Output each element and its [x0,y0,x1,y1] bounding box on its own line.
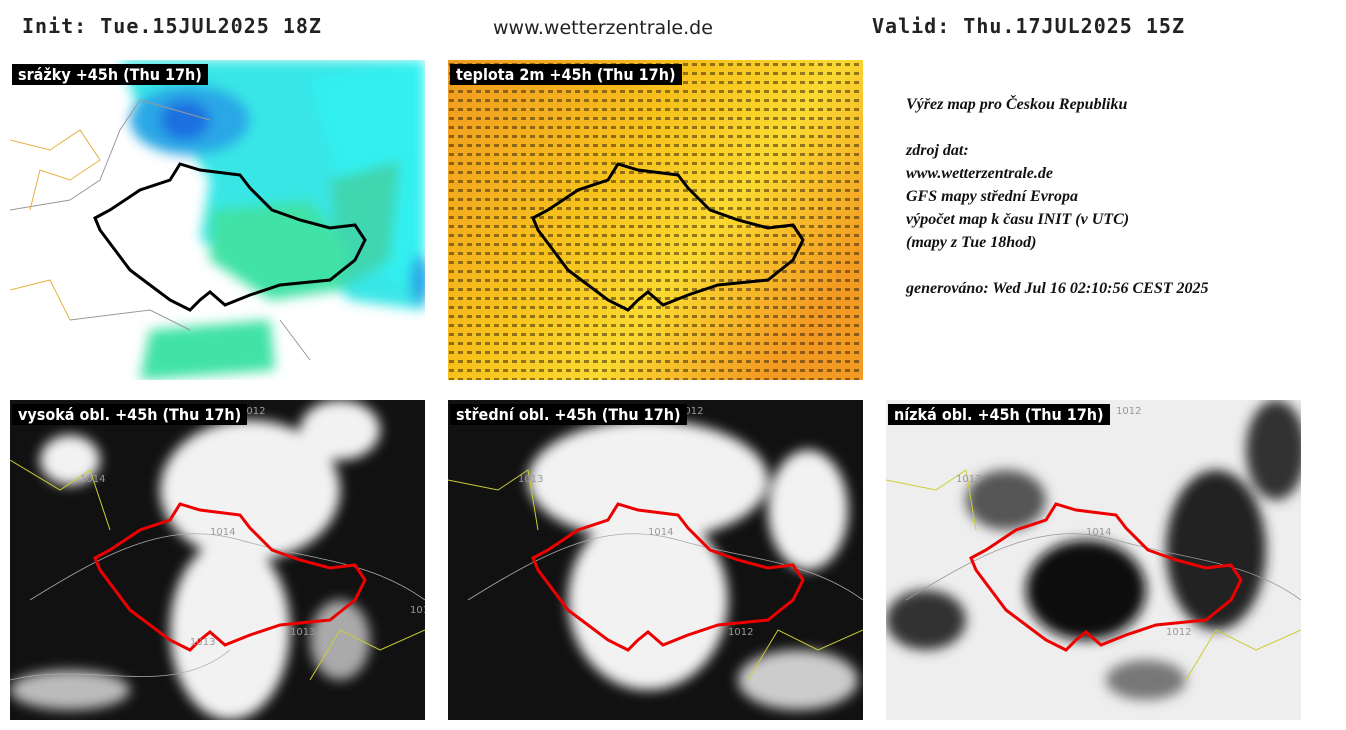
isobar-label: 1012 [1166,627,1191,638]
isobar-label: 1012 [678,406,703,417]
info-line: www.wetterzentrale.de [906,165,1053,182]
high-cloud-map: 1012 1014 1014 1013 1013 1012 vysoká obl. +45… [10,400,425,720]
init-time: Init: Tue.15JUL2025 18Z [22,14,322,38]
info-text: Výřez map pro Českou Republiku zdroj dat… [906,93,1209,300]
map-label: srážky +45h (Thu 17h) [12,64,208,85]
country-border [93,162,367,312]
isobar-label: 1012 [1116,406,1141,417]
info-line: (mapy z Tue 18hod) [906,234,1037,251]
map [10,60,425,380]
isobar-label: 1012 [240,406,265,417]
info-line: výpočet map k času INIT (v UTC) [906,211,1130,228]
isobar-label: 1013 [190,637,215,648]
info-line: GFS mapy střední Evropa [906,188,1079,205]
isobar-label: 1014 [80,474,105,485]
isobar-label: 1014 [648,527,673,538]
country-border [531,502,805,652]
map-label: střední obl. +45h (Thu 17h) [450,404,687,425]
low-cloud-map: 1012 1014 1013 1012 nízká obl. +45h (Thu 17… [886,400,1301,720]
isobar-label: 1013 [518,474,543,485]
site-name: www.wetterzentrale.de [493,17,713,39]
map [448,60,863,380]
isobar-label: 1014 [1086,527,1111,538]
info-line: Výřez map pro Českou Republiku [906,96,1128,113]
map-label: teplota 2m +45h (Thu 17h) [450,64,682,85]
isobar-label: 1012 [728,627,753,638]
valid-time: Valid: Thu.17JUL2025 15Z [872,14,1185,38]
info-line: generováno: Wed Jul 16 02:10:56 CEST 202… [906,280,1209,297]
map-label: nízká obl. +45h (Thu 17h) [888,404,1110,425]
country-border [969,502,1243,652]
isobar-label: 1014 [210,527,235,538]
isobar-label: 1013 [956,474,981,485]
map: 1012 1014 1014 1013 1013 1012 [10,400,425,720]
country-border [93,502,367,652]
map: 1012 1014 1013 1012 [886,400,1301,720]
temperature-map: teplota 2m +45h (Thu 17h) [448,60,863,380]
isobar-label: 1012 [410,605,425,616]
isobar-label: 1013 [290,627,315,638]
map: 1012 1014 1013 1012 [448,400,863,720]
map-label: vysoká obl. +45h (Thu 17h) [12,404,248,425]
precip-map: srážky +45h (Thu 17h) [10,60,425,380]
mid-cloud-map: 1012 1014 1013 1012 střední obl. +45h (Thu … [448,400,863,720]
country-border [531,162,805,312]
info-line: zdroj dat: [906,142,969,159]
